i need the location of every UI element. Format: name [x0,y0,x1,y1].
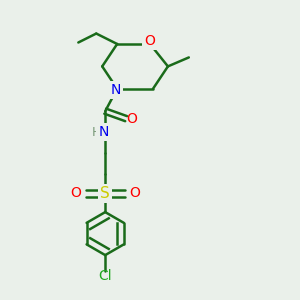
Text: N: N [110,83,121,97]
Text: H: H [92,126,101,139]
Text: O: O [126,112,137,126]
Text: S: S [100,186,110,201]
Text: O: O [129,186,140,200]
Text: N: N [98,125,109,139]
Text: O: O [145,34,155,48]
Text: O: O [70,186,81,200]
Text: Cl: Cl [98,269,112,283]
